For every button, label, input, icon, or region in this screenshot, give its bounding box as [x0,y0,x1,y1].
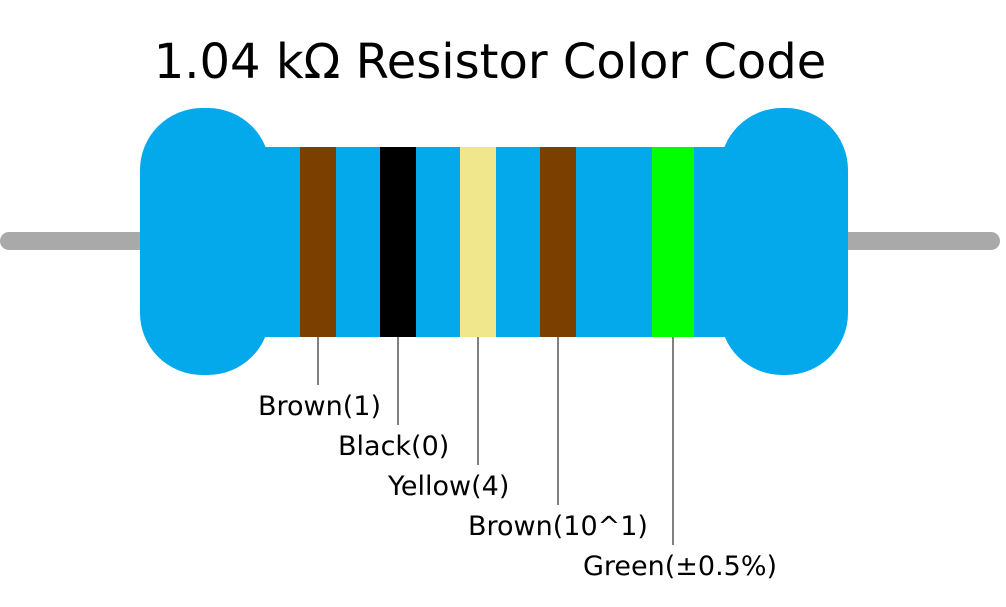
color-band [460,147,496,337]
color-band [300,147,336,337]
color-band [652,147,694,337]
band-label: Brown(1) [258,391,381,422]
band-label: Brown(10^1) [468,511,648,542]
bands: Brown(1) Black(0) Yellow(4) Brown(10^1) Gree… [258,147,777,582]
color-band [380,147,416,337]
title: 1.04 kΩ Resistor Color Code [154,34,827,90]
band-label: Yellow(4) [387,471,509,502]
band-label: Black(0) [338,431,449,462]
color-band [540,147,576,337]
body-left-bulb [140,108,270,375]
band-label: Green(±0.5%) [583,551,777,582]
body-right-bulb [720,108,848,375]
